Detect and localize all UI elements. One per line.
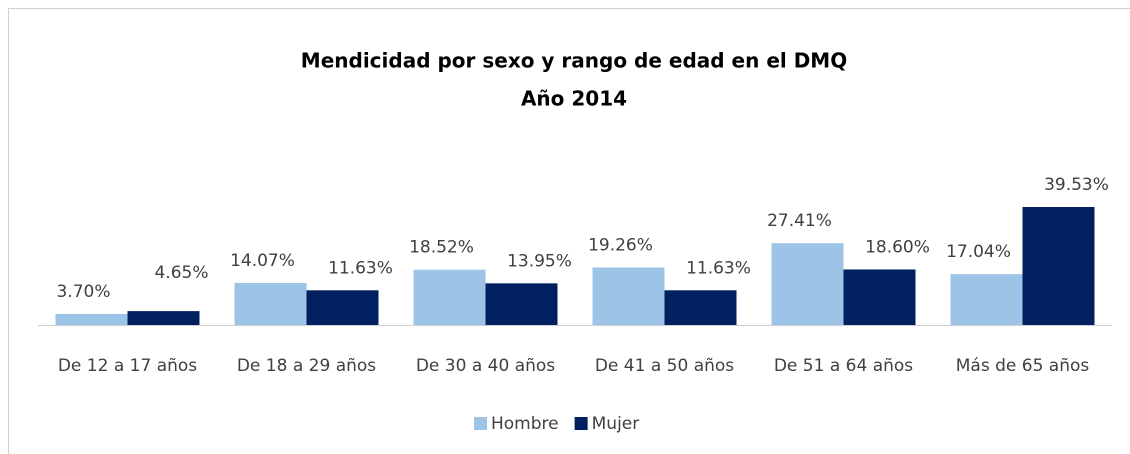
data-label: 19.26% bbox=[588, 236, 653, 256]
legend-label: Mujer bbox=[592, 414, 640, 434]
data-label: 18.52% bbox=[409, 238, 474, 258]
legend-swatch bbox=[574, 417, 588, 430]
bar bbox=[127, 311, 200, 325]
data-label: 14.07% bbox=[230, 251, 295, 271]
x-tick-label: De 51 a 64 años bbox=[774, 356, 913, 376]
bar bbox=[1022, 207, 1095, 325]
x-tick-label: Más de 65 años bbox=[956, 356, 1090, 376]
chart-title: Mendicidad por sexo y rango de edad en e… bbox=[301, 49, 847, 73]
bar bbox=[950, 274, 1023, 325]
bar bbox=[55, 313, 128, 325]
chart-frame bbox=[8, 8, 1130, 454]
data-label: 27.41% bbox=[767, 211, 832, 231]
bar bbox=[771, 243, 844, 325]
x-tick-label: De 18 a 29 años bbox=[237, 356, 376, 376]
legend-label: Hombre bbox=[491, 414, 559, 434]
data-label: 4.65% bbox=[154, 263, 208, 283]
bar bbox=[843, 269, 916, 325]
bar bbox=[306, 290, 379, 325]
x-tick-label: De 30 a 40 años bbox=[416, 356, 555, 376]
data-label: 11.63% bbox=[328, 258, 393, 278]
bar bbox=[234, 283, 307, 325]
data-label: 3.70% bbox=[56, 282, 110, 302]
bar bbox=[485, 283, 558, 325]
data-label: 39.53% bbox=[1044, 175, 1109, 195]
data-label: 18.60% bbox=[865, 237, 930, 257]
x-tick-label: De 41 a 50 años bbox=[595, 356, 734, 376]
bar bbox=[413, 269, 486, 325]
bar bbox=[664, 290, 737, 325]
chart-subtitle: Año 2014 bbox=[521, 87, 627, 111]
x-tick-label: De 12 a 17 años bbox=[58, 356, 197, 376]
data-label: 11.63% bbox=[686, 258, 751, 278]
legend-swatch bbox=[474, 417, 487, 430]
bar bbox=[592, 267, 665, 325]
data-label: 17.04% bbox=[946, 242, 1011, 262]
data-label: 13.95% bbox=[507, 251, 572, 271]
